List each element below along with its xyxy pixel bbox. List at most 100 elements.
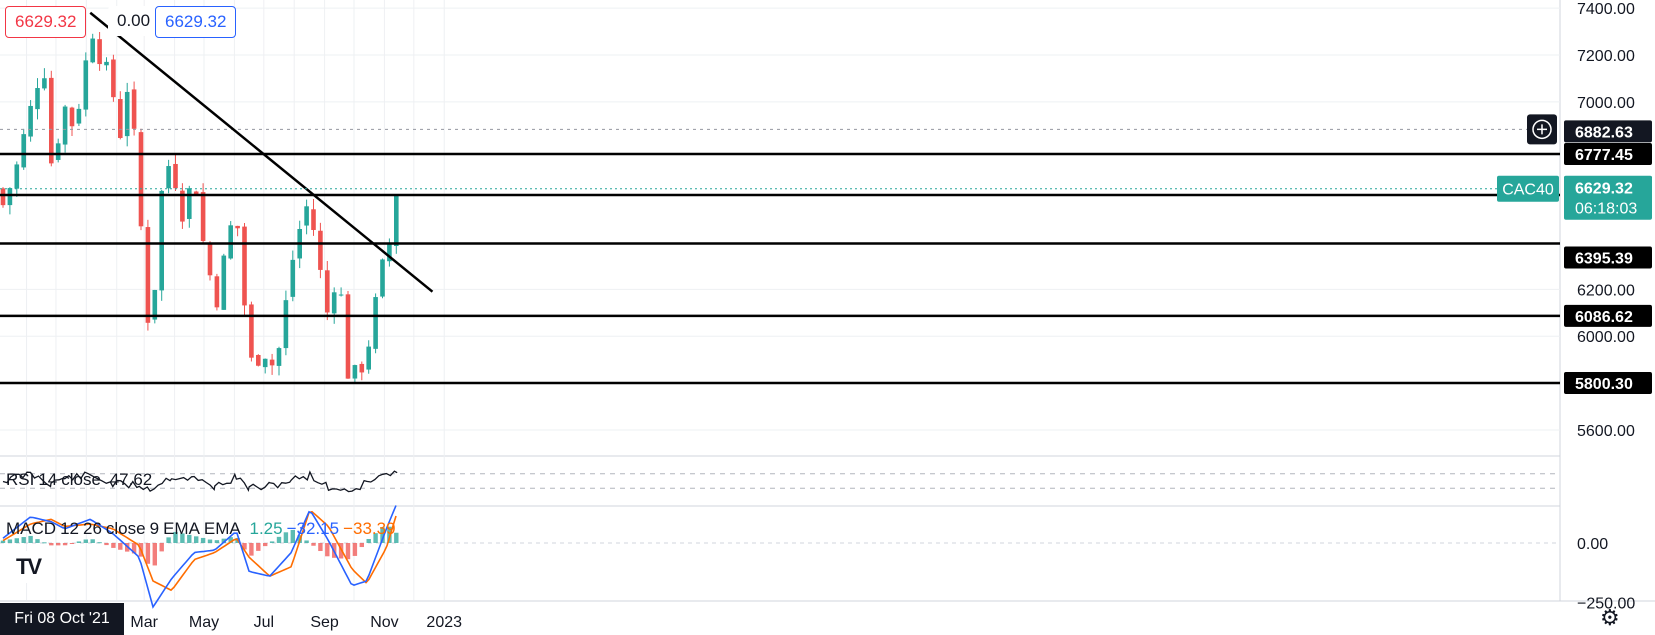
macd-line	[2, 505, 397, 609]
candle-body	[7, 188, 13, 206]
candle-body	[228, 225, 233, 259]
histogram-bar	[49, 543, 54, 546]
candle-body	[104, 61, 109, 66]
candle	[131, 81, 137, 136]
ohlc-change-value: 0.00	[108, 6, 160, 36]
histogram-bar	[325, 543, 330, 557]
time-tick-label: Mar	[130, 614, 158, 631]
price-tick-label: 7000.00	[1577, 95, 1635, 112]
crosshair-price-label: 6882.63	[1564, 120, 1652, 143]
macd-legend-fast: 12	[60, 519, 79, 538]
candle-body	[83, 60, 89, 110]
candle-body	[276, 348, 282, 366]
macd-tick-label: 0.00	[1577, 536, 1608, 553]
candle	[373, 293, 378, 354]
histogram-bar	[214, 540, 220, 543]
histogram-bar	[304, 540, 309, 543]
crosshair-price-label-text: 6882.63	[1575, 124, 1633, 141]
candle-body	[90, 38, 95, 63]
histogram-bar	[387, 526, 392, 543]
candle-body	[338, 294, 344, 296]
price-tick-label: 7200.00	[1577, 48, 1635, 65]
symbol-label: CAC40	[1497, 175, 1559, 202]
candle	[345, 291, 351, 379]
time-tick-label: Sep	[310, 614, 339, 631]
candle-body	[269, 359, 275, 366]
candle	[21, 128, 26, 170]
candle	[325, 261, 330, 321]
histogram-bar	[290, 529, 295, 543]
plus-circle-icon[interactable]	[1527, 114, 1557, 145]
candle	[366, 340, 371, 374]
tradingview-logo-icon[interactable]: TV	[8, 551, 48, 583]
histogram-bar	[207, 539, 213, 543]
histogram-bar	[35, 539, 40, 543]
level-price-label: 6395.39	[1564, 246, 1652, 269]
rsi-legend-source: close	[61, 470, 101, 489]
candle-body	[387, 242, 392, 262]
candle-body	[131, 89, 137, 129]
candle	[187, 185, 192, 228]
candle	[352, 364, 358, 383]
candle	[221, 253, 227, 310]
candle-body	[249, 304, 254, 358]
candle-body	[0, 188, 6, 206]
level-price-label-text: 6777.45	[1575, 147, 1633, 164]
price-tick-label: 6200.00	[1577, 282, 1635, 299]
candle-body	[256, 355, 261, 366]
histogram-bar	[366, 538, 371, 543]
candle-body	[180, 190, 185, 222]
histogram-bar	[69, 543, 75, 544]
candle-body	[200, 192, 206, 241]
candle	[55, 138, 61, 163]
histogram-bar	[263, 543, 268, 547]
candle	[76, 103, 82, 127]
candle-body	[394, 195, 399, 246]
candle	[28, 100, 33, 142]
candle-body	[173, 163, 178, 189]
candle	[311, 199, 316, 236]
candle-body	[366, 346, 371, 370]
macd-legend[interactable]: MACD 12 26 close 9 EMA EMA 1.25 −32.15 −33.39	[6, 519, 400, 539]
histogram-bar	[62, 543, 68, 546]
candle	[200, 183, 206, 243]
candle	[207, 241, 213, 281]
macd-legend-source: close	[105, 519, 146, 538]
candle-body	[35, 88, 40, 110]
candle	[331, 287, 337, 324]
candle	[290, 250, 296, 302]
candle	[124, 82, 130, 147]
level-price-label: 6777.45	[1564, 143, 1652, 166]
macd-legend-signal-length: 9	[149, 519, 160, 538]
histogram-bar	[359, 543, 364, 548]
price-tick-label: 5600.00	[1577, 423, 1635, 440]
histogram-bar	[242, 543, 247, 550]
candle-body	[49, 77, 54, 164]
candle	[35, 78, 40, 120]
rsi-legend[interactable]: RSI 14 close 47.62	[6, 470, 156, 490]
macd-legend-slow: 26	[82, 519, 102, 538]
histogram-bar	[7, 539, 13, 543]
countdown-text: 06:18:03	[1575, 201, 1637, 218]
candle-body	[21, 134, 26, 168]
level-price-label: 5800.30	[1564, 372, 1652, 395]
current-price-badge: 6629.32 06:18:03	[1564, 175, 1652, 220]
candle	[118, 91, 123, 140]
rsi-legend-length: 14	[38, 470, 58, 489]
time-tick-label: May	[189, 614, 219, 631]
candle-body	[14, 164, 20, 189]
histogram-bar	[318, 543, 323, 552]
candle-body	[304, 206, 309, 226]
histogram-bar	[83, 539, 88, 543]
candle	[42, 68, 47, 91]
crosshair-price-label-bg	[1564, 120, 1652, 143]
candle-body	[55, 143, 61, 160]
histogram-bar	[249, 543, 254, 556]
macd-signal-line	[2, 510, 397, 592]
gear-icon[interactable]: ⚙	[1600, 605, 1620, 630]
candle-body	[345, 294, 351, 379]
candle	[249, 301, 254, 362]
candle	[214, 273, 220, 311]
